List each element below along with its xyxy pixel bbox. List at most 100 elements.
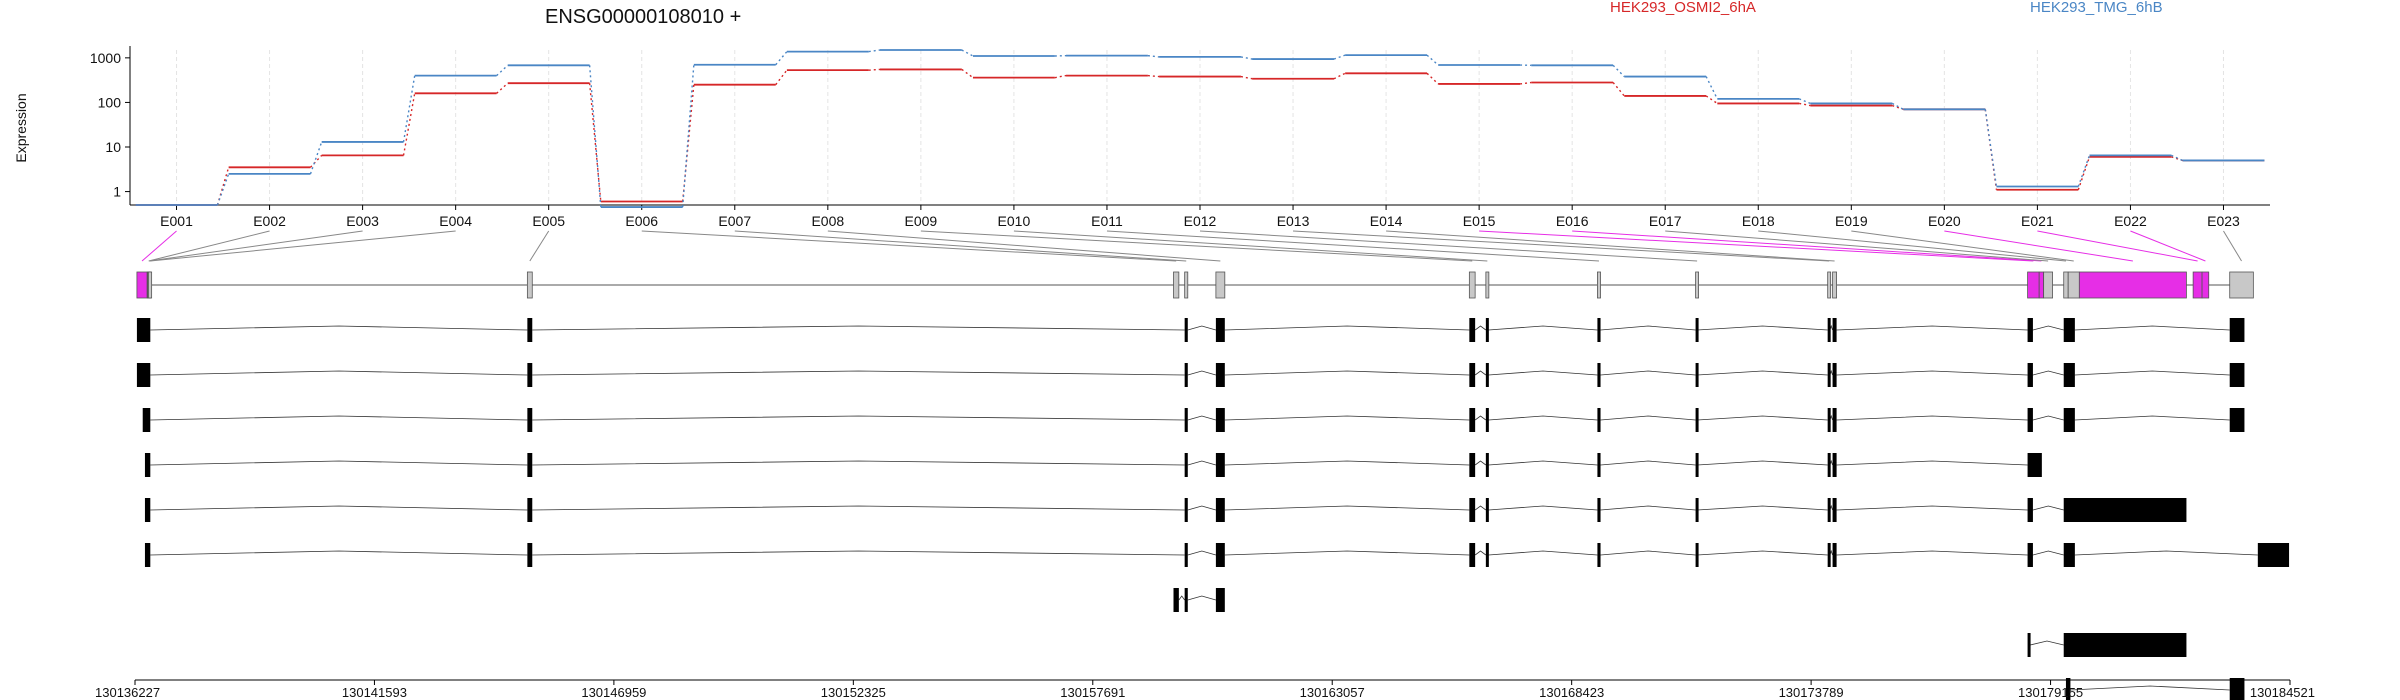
transcript-6 <box>144 543 2290 567</box>
transcript-intron <box>1488 460 1598 466</box>
transcript-exon <box>2027 633 2031 657</box>
transcript-exon <box>1597 543 1601 567</box>
series-1-join <box>402 75 416 143</box>
exon-label-e015: E015 <box>1463 213 1496 229</box>
gene-exon-e005 <box>526 271 533 299</box>
transcript-exon <box>2027 408 2033 432</box>
transcript-intron <box>2032 325 2064 331</box>
series-1-join <box>2171 154 2183 162</box>
transcript-intron <box>1697 415 1828 421</box>
transcript-exon <box>144 498 151 522</box>
connector-e001 <box>141 230 177 262</box>
transcript-exon <box>2229 363 2245 387</box>
transcript-intron <box>1187 370 1216 376</box>
transcript-exon <box>1469 363 1476 387</box>
transcript-exon <box>144 453 151 477</box>
transcript-exon <box>1827 498 1831 522</box>
gene-exon-e012 <box>1695 271 1699 299</box>
connector-e023 <box>2223 230 2242 262</box>
gene-exon-e014 <box>1832 271 1837 299</box>
series-1-join <box>1984 109 1998 187</box>
coordinate-label: 130184521 <box>2250 685 2315 700</box>
series-0-join <box>1705 95 1718 105</box>
coordinate-label: 130179155 <box>2018 685 2083 700</box>
transcript-exon <box>527 318 533 342</box>
transcript-exon <box>527 543 533 567</box>
transcript-intron <box>1600 370 1696 376</box>
transcript-exon <box>1832 498 1837 522</box>
transcript-intron <box>1697 370 1828 376</box>
connector-e006 <box>641 230 1177 262</box>
series-0-join <box>1240 75 1253 80</box>
gene-exon-e016 <box>2038 271 2045 299</box>
transcript-intron <box>1187 415 1216 421</box>
transcript-intron <box>1836 505 2028 511</box>
transcript-intron <box>1488 505 1598 511</box>
transcript-exon <box>2229 408 2245 432</box>
exon-label-e021: E021 <box>2021 213 2054 229</box>
transcript-intron <box>1600 505 1696 511</box>
gene-exon-e020 <box>2078 271 2187 299</box>
transcript-exon <box>1469 408 1476 432</box>
transcript-exon <box>1184 543 1188 567</box>
transcript-intron <box>2032 550 2064 556</box>
series-1-join <box>1333 54 1346 60</box>
transcript-intron <box>150 415 528 421</box>
chart-axes: 1000 100 10 1 E001 E002 E003 E004 E005 E006 E007 E0… <box>90 46 2270 229</box>
transcript-intron <box>1836 415 2028 421</box>
transcript-intron <box>532 325 1185 331</box>
series-0-join <box>775 69 788 86</box>
gene-exon-e004 <box>148 271 153 299</box>
transcript-exon <box>1173 588 1179 612</box>
transcript-exon <box>1469 453 1476 477</box>
transcript-exon <box>1469 498 1476 522</box>
connector-e017 <box>1665 230 2049 262</box>
gene-exon-e006 <box>1173 271 1180 299</box>
exon-label-e012: E012 <box>1184 213 1217 229</box>
coordinate-label: 130141593 <box>342 685 407 700</box>
transcript-exon <box>136 318 151 342</box>
transcript-exon <box>1832 363 1837 387</box>
exon-label-e023: E023 <box>2207 213 2240 229</box>
transcript-intron <box>1474 415 1487 421</box>
connector-e008 <box>827 230 1221 262</box>
transcript-4 <box>144 453 2042 477</box>
transcript-exon <box>2063 408 2075 432</box>
gene-exon-e008 <box>1215 271 1226 299</box>
transcript-exon <box>136 363 151 387</box>
gene-exon-e021 <box>2192 271 2203 299</box>
series-0-join <box>402 93 416 156</box>
transcript-exon <box>2063 498 2187 522</box>
exon-label-e008: E008 <box>811 213 844 229</box>
exon-label-e020: E020 <box>1928 213 1961 229</box>
series-0-join <box>496 82 509 94</box>
transcript-exon <box>1215 498 1225 522</box>
transcript-intron <box>2074 415 2230 421</box>
transcript-exon <box>2063 633 2187 657</box>
gene-exon-e011 <box>1597 271 1601 299</box>
series-1-join <box>961 49 974 57</box>
series-0-join <box>588 83 602 202</box>
series-lines <box>135 49 2265 208</box>
connector-e012 <box>1199 230 1698 262</box>
transcript-exon <box>1215 408 1225 432</box>
series-0-join <box>1054 74 1067 79</box>
transcript-exon <box>1695 453 1699 477</box>
transcript-8 <box>2027 633 2187 657</box>
transcript-intron <box>1600 325 1696 331</box>
series-0-join <box>2171 156 2183 162</box>
transcript-exon <box>1832 408 1837 432</box>
transcript-intron <box>2074 370 2230 376</box>
transcript-exon <box>1469 318 1476 342</box>
transcript-intron <box>150 505 528 511</box>
series-1-join <box>1612 64 1625 78</box>
transcript-intron <box>1224 550 1470 556</box>
series-0-join <box>1426 72 1439 85</box>
transcript-intron <box>1187 550 1216 556</box>
transcript-intron <box>2032 505 2064 511</box>
vertical-grid <box>176 50 2224 205</box>
transcript-intron <box>150 325 528 331</box>
transcript-exon <box>1832 543 1837 567</box>
transcript-intron <box>2070 685 2230 691</box>
